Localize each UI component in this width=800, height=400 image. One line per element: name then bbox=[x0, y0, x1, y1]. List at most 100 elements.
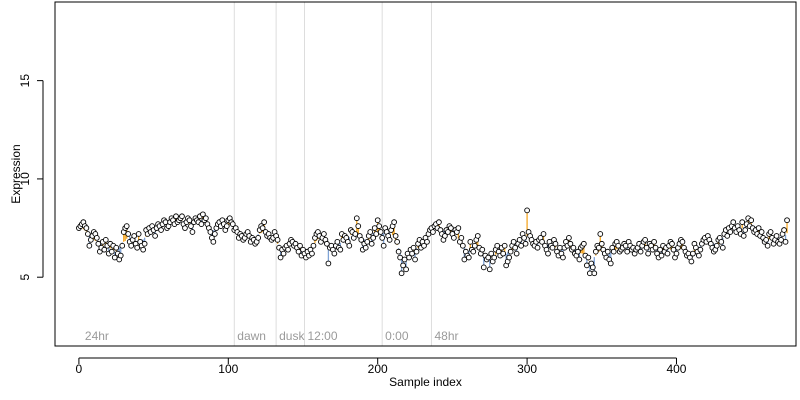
data-point bbox=[724, 233, 731, 239]
data-point bbox=[522, 240, 529, 247]
data-point bbox=[309, 250, 315, 257]
data-point bbox=[85, 231, 91, 237]
data-point bbox=[480, 264, 487, 271]
data-point bbox=[131, 233, 138, 239]
data-point bbox=[102, 237, 109, 243]
data-point bbox=[465, 254, 472, 261]
data-point bbox=[479, 246, 486, 253]
data-point bbox=[758, 229, 765, 235]
data-point bbox=[134, 244, 141, 251]
data-point bbox=[397, 254, 403, 261]
data-point bbox=[575, 248, 581, 255]
data-point bbox=[379, 235, 386, 241]
data-point bbox=[141, 240, 148, 247]
data-point bbox=[521, 235, 527, 241]
data-point bbox=[364, 238, 371, 245]
data-point bbox=[113, 244, 120, 251]
data-point bbox=[764, 242, 771, 249]
data-point bbox=[370, 235, 377, 241]
data-point bbox=[471, 242, 478, 249]
data-point bbox=[95, 240, 102, 247]
data-point bbox=[773, 233, 780, 239]
data-point bbox=[485, 254, 492, 261]
x-tick-label: 100 bbox=[218, 362, 238, 376]
data-point bbox=[93, 235, 100, 241]
data-point bbox=[567, 240, 574, 247]
data-point bbox=[516, 237, 523, 243]
data-point bbox=[207, 229, 214, 235]
data-point bbox=[321, 231, 327, 237]
data-point bbox=[285, 246, 291, 253]
data-point bbox=[371, 225, 378, 231]
data-point bbox=[585, 254, 592, 261]
data-point bbox=[459, 242, 466, 249]
data-point bbox=[140, 246, 146, 253]
data-point bbox=[406, 254, 412, 261]
data-point bbox=[576, 256, 583, 263]
data-point bbox=[386, 237, 393, 243]
data-point bbox=[334, 238, 341, 245]
data-point bbox=[494, 242, 501, 249]
data-point bbox=[598, 240, 605, 247]
data-point bbox=[669, 240, 675, 247]
data-point bbox=[664, 250, 671, 257]
data-point bbox=[742, 227, 749, 233]
data-point bbox=[337, 246, 344, 253]
marker-labels: 24hr dawn dusk 12:00 0:00 48hr bbox=[85, 329, 459, 343]
data-point bbox=[540, 231, 547, 237]
data-point bbox=[448, 225, 454, 231]
data-point bbox=[410, 244, 417, 251]
data-point bbox=[395, 248, 402, 255]
data-point bbox=[470, 248, 477, 255]
marker-lines bbox=[233, 2, 432, 346]
x-tick-label: 0 bbox=[76, 362, 83, 376]
data-point bbox=[362, 244, 369, 251]
data-point bbox=[673, 250, 680, 257]
data-point bbox=[507, 248, 514, 255]
data-point bbox=[781, 227, 787, 233]
data-point bbox=[203, 215, 209, 222]
data-point bbox=[524, 207, 530, 214]
data-point bbox=[189, 229, 196, 235]
data-point bbox=[101, 246, 108, 253]
x-tick-label: 200 bbox=[368, 362, 388, 376]
data-point bbox=[784, 217, 790, 224]
data-point bbox=[158, 227, 164, 233]
data-point bbox=[280, 250, 287, 257]
data-point bbox=[324, 240, 330, 247]
data-point bbox=[295, 248, 302, 255]
data-point bbox=[430, 229, 436, 235]
data-point bbox=[355, 223, 362, 229]
data-point bbox=[451, 235, 457, 241]
data-point bbox=[592, 248, 599, 255]
data-point bbox=[455, 225, 462, 231]
data-point bbox=[111, 254, 118, 261]
data-point bbox=[374, 217, 381, 224]
data-point bbox=[696, 252, 702, 259]
data-point bbox=[637, 248, 644, 255]
data-point bbox=[591, 270, 598, 277]
y-tick-label: 10 bbox=[18, 172, 32, 186]
data-point bbox=[223, 223, 230, 229]
data-point bbox=[739, 219, 746, 226]
data-point bbox=[501, 242, 508, 249]
data-point bbox=[552, 240, 559, 247]
data-point bbox=[474, 233, 481, 239]
data-point bbox=[679, 238, 686, 245]
y-axis-title: Expression bbox=[9, 144, 23, 203]
data-point bbox=[486, 266, 493, 273]
data-point bbox=[421, 242, 427, 249]
data-point bbox=[229, 221, 236, 227]
data-point bbox=[188, 223, 194, 229]
data-point bbox=[467, 238, 474, 245]
y-tick-label: 15 bbox=[18, 74, 32, 88]
data-point bbox=[412, 256, 418, 263]
data-point bbox=[391, 219, 397, 226]
data-point bbox=[713, 242, 720, 249]
data-point bbox=[179, 213, 185, 220]
data-point bbox=[135, 231, 142, 237]
data-point bbox=[604, 248, 611, 255]
marker-label: 48hr bbox=[434, 329, 458, 343]
data-point bbox=[200, 211, 206, 218]
data-point bbox=[461, 256, 468, 263]
